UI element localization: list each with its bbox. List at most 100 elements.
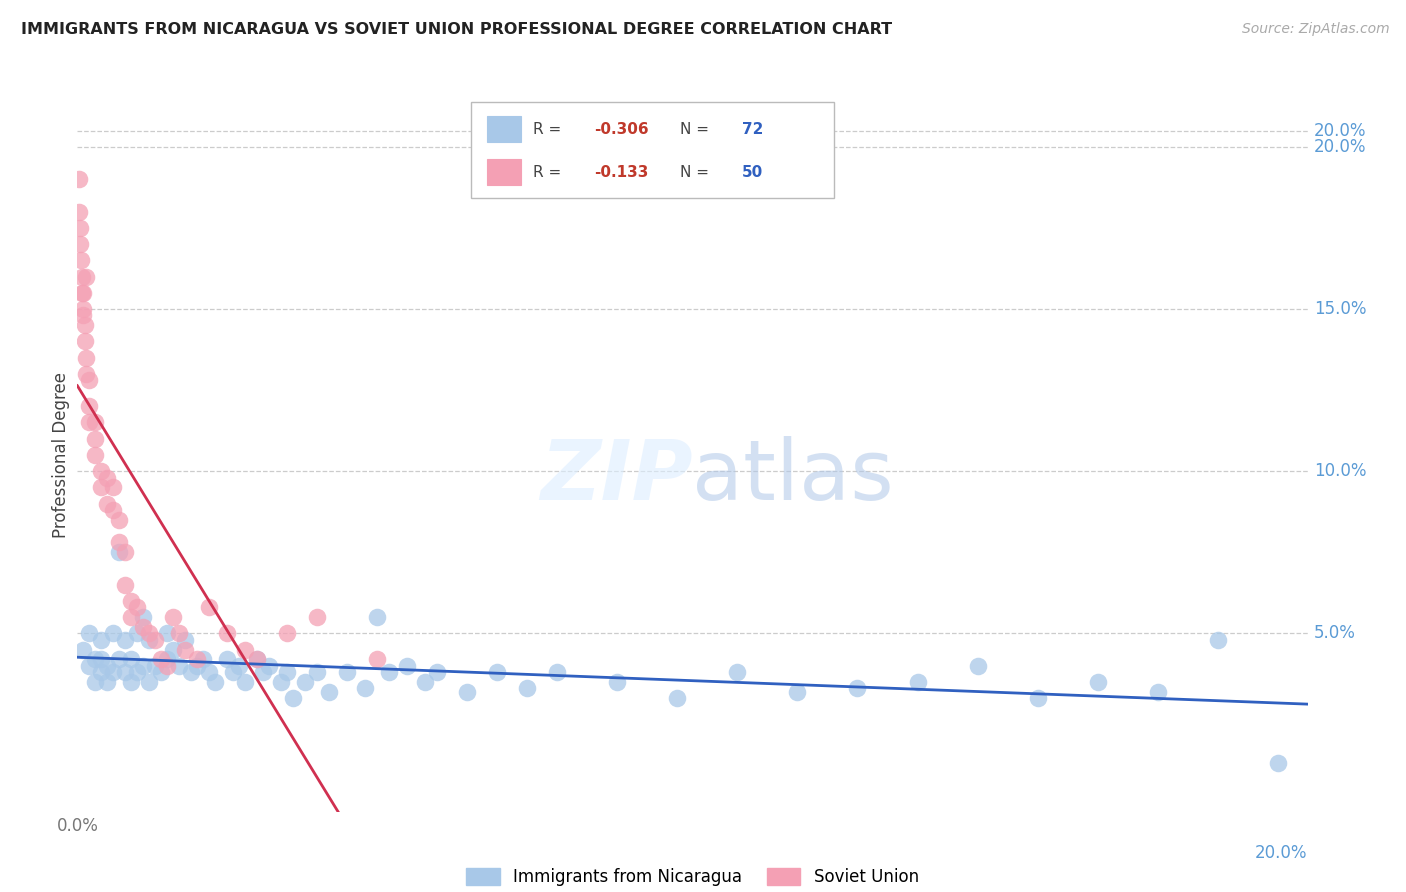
Point	[222, 665, 245, 680]
Point	[150, 652, 173, 666]
Point	[108, 652, 131, 666]
Point	[96, 658, 118, 673]
Point	[246, 652, 269, 666]
Text: 10.0%: 10.0%	[1313, 462, 1367, 480]
Point	[114, 545, 136, 559]
Point	[204, 675, 226, 690]
Point	[156, 626, 179, 640]
Point	[108, 513, 131, 527]
Point	[180, 665, 202, 680]
Point	[90, 632, 112, 647]
Point	[966, 658, 988, 673]
Text: 50: 50	[742, 165, 763, 179]
Point	[276, 626, 298, 640]
Point	[84, 416, 107, 430]
Point	[252, 665, 274, 680]
Point	[150, 665, 173, 680]
Point	[90, 464, 112, 478]
Text: R =: R =	[533, 165, 565, 179]
Point	[217, 652, 239, 666]
FancyBboxPatch shape	[486, 160, 522, 185]
Point	[486, 665, 509, 680]
Point	[162, 610, 184, 624]
Point	[174, 642, 197, 657]
Point	[516, 681, 538, 696]
Point	[456, 684, 478, 698]
Point	[75, 269, 97, 284]
Point	[156, 652, 179, 666]
Point	[426, 665, 449, 680]
Point	[79, 416, 101, 430]
Point	[138, 626, 160, 640]
Point	[366, 652, 388, 666]
Point	[1146, 684, 1168, 698]
Point	[169, 626, 191, 640]
Point	[84, 652, 107, 666]
Point	[156, 658, 179, 673]
Point	[246, 652, 269, 666]
Text: 72: 72	[742, 122, 763, 136]
Point	[79, 373, 101, 387]
Point	[1206, 632, 1229, 647]
Point	[72, 285, 94, 300]
Point	[546, 665, 568, 680]
FancyBboxPatch shape	[471, 102, 834, 198]
Point	[907, 675, 929, 690]
Point	[198, 600, 221, 615]
Point	[103, 503, 125, 517]
Point	[103, 626, 125, 640]
Point	[138, 632, 160, 647]
Text: 20.0%: 20.0%	[1313, 137, 1367, 156]
Point	[72, 309, 94, 323]
Point	[90, 480, 112, 494]
Point	[120, 652, 142, 666]
Point	[606, 675, 628, 690]
Text: 15.0%: 15.0%	[1313, 300, 1367, 318]
Point	[84, 675, 107, 690]
Point	[283, 691, 305, 706]
Point	[143, 658, 166, 673]
Point	[169, 658, 191, 673]
Text: atlas: atlas	[693, 436, 894, 516]
Point	[103, 480, 125, 494]
Point	[75, 367, 97, 381]
Text: N =: N =	[681, 122, 714, 136]
Point	[127, 626, 149, 640]
Point	[90, 652, 112, 666]
Point	[186, 658, 208, 673]
Point	[378, 665, 401, 680]
Point	[174, 632, 197, 647]
Point	[294, 675, 316, 690]
Point	[138, 675, 160, 690]
Point	[270, 675, 292, 690]
Point	[1267, 756, 1289, 770]
Text: 5.0%: 5.0%	[1313, 624, 1355, 642]
Text: -0.306: -0.306	[595, 122, 648, 136]
Point	[132, 620, 155, 634]
Point	[336, 665, 359, 680]
Point	[120, 594, 142, 608]
Point	[132, 610, 155, 624]
Point	[307, 610, 329, 624]
Point	[114, 577, 136, 591]
Point	[259, 658, 281, 673]
Point	[666, 691, 689, 706]
Point	[72, 301, 94, 316]
Point	[127, 665, 149, 680]
Point	[96, 497, 118, 511]
Point	[198, 665, 221, 680]
Text: R =: R =	[533, 122, 565, 136]
Point	[143, 632, 166, 647]
Point	[70, 269, 93, 284]
Text: 20.0%: 20.0%	[1256, 844, 1308, 862]
Point	[84, 448, 107, 462]
Point	[114, 665, 136, 680]
Point	[846, 681, 869, 696]
Point	[79, 399, 101, 413]
Point	[72, 642, 94, 657]
Y-axis label: Professional Degree: Professional Degree	[52, 372, 70, 538]
Point	[79, 658, 101, 673]
Point	[162, 642, 184, 657]
Point	[1026, 691, 1049, 706]
Point	[79, 626, 101, 640]
